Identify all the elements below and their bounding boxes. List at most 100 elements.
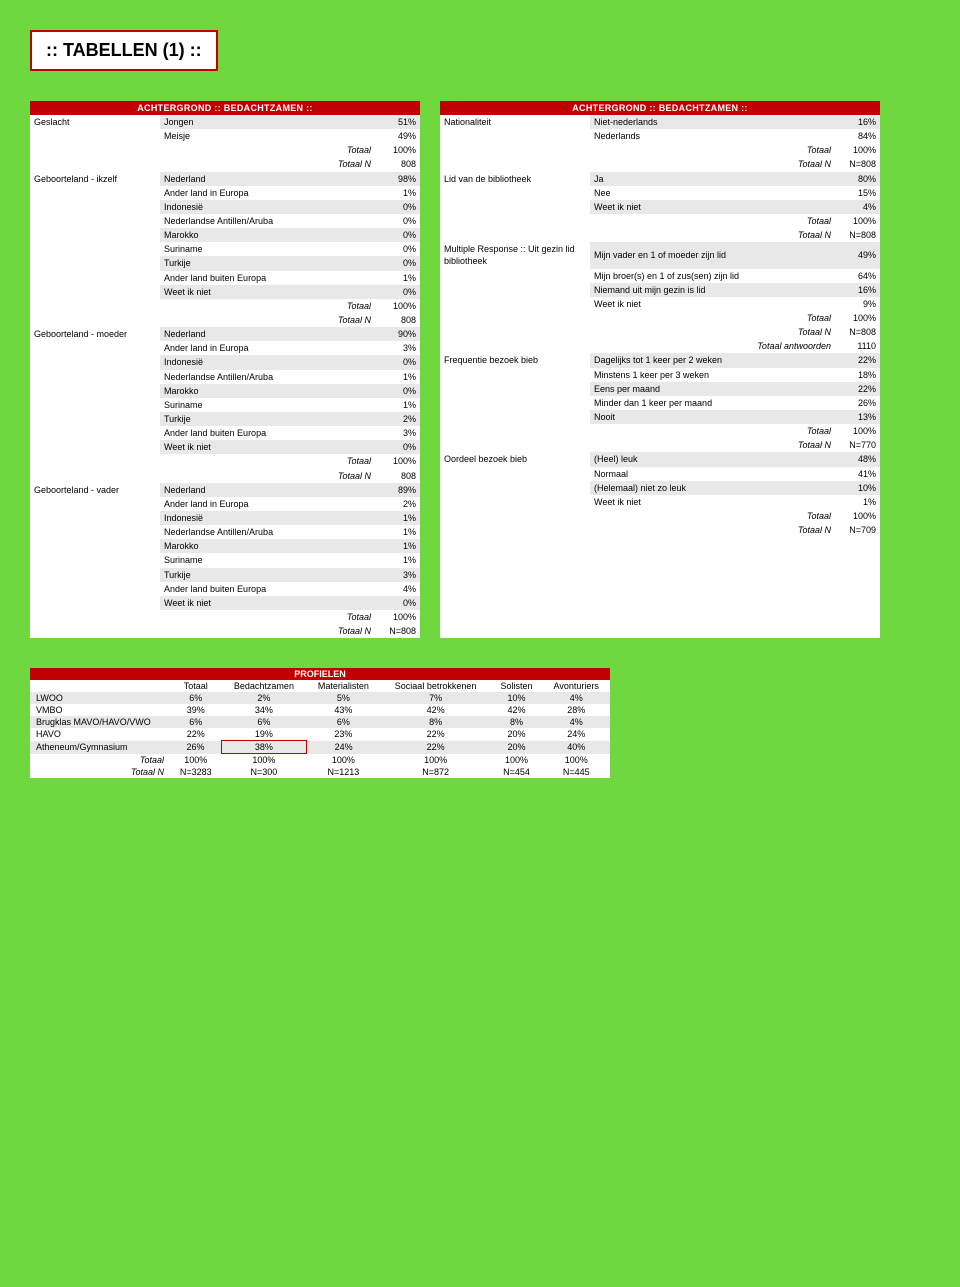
table-row: Ander land in Europa2% bbox=[30, 497, 420, 511]
label-cell: Ander land buiten Europa bbox=[160, 271, 375, 285]
value-cell: 100% bbox=[491, 754, 543, 767]
label-cell: Totaal bbox=[590, 311, 835, 325]
value-cell: N=808 bbox=[375, 624, 420, 638]
value-cell: 10% bbox=[835, 481, 880, 495]
label-cell: Nederland bbox=[160, 483, 375, 497]
row-label: VMBO bbox=[30, 704, 170, 716]
table-row: Turkije0% bbox=[30, 256, 420, 270]
category-cell bbox=[30, 256, 160, 270]
label-cell: Turkije bbox=[160, 412, 375, 426]
table-row: Indonesië0% bbox=[30, 200, 420, 214]
category-cell bbox=[440, 410, 590, 424]
label-cell: Ja bbox=[590, 172, 835, 186]
label-cell: Turkije bbox=[160, 568, 375, 582]
value-cell: 1% bbox=[375, 370, 420, 384]
profielen-col-header: Totaal bbox=[170, 680, 222, 692]
label-cell: Totaal N bbox=[160, 624, 375, 638]
label-cell: Niemand uit mijn gezin is lid bbox=[590, 283, 835, 297]
value-cell: 18% bbox=[835, 368, 880, 382]
value-cell: 23% bbox=[306, 728, 380, 741]
label-cell: Niet-nederlands bbox=[590, 115, 835, 129]
label-cell: Turkije bbox=[160, 256, 375, 270]
label-cell: Weet ik niet bbox=[590, 297, 835, 311]
table-row: Weet ik niet0% bbox=[30, 440, 420, 454]
category-cell bbox=[30, 285, 160, 299]
profielen-col-header: Solisten bbox=[491, 680, 543, 692]
value-cell: 100% bbox=[835, 424, 880, 438]
category-cell bbox=[440, 283, 590, 297]
value-cell: 22% bbox=[170, 728, 222, 741]
table-row: (Helemaal) niet zo leuk10% bbox=[440, 481, 880, 495]
label-cell: Totaal bbox=[160, 610, 375, 624]
value-cell: 4% bbox=[542, 716, 610, 728]
label-cell: Totaal N bbox=[160, 157, 375, 171]
value-cell: 7% bbox=[381, 692, 491, 704]
category-cell bbox=[30, 186, 160, 200]
table-row: Marokko1% bbox=[30, 539, 420, 553]
value-cell: 0% bbox=[375, 228, 420, 242]
label-cell: Totaal N bbox=[160, 469, 375, 483]
category-cell bbox=[30, 370, 160, 384]
page-title: :: TABELLEN (1) :: bbox=[30, 30, 218, 71]
row-label: HAVO bbox=[30, 728, 170, 741]
label-cell: Weet ik niet bbox=[160, 440, 375, 454]
profielen-col-header bbox=[30, 680, 170, 692]
profielen-col-header: Sociaal betrokkenen bbox=[381, 680, 491, 692]
value-cell: 34% bbox=[222, 704, 307, 716]
value-cell: 10% bbox=[491, 692, 543, 704]
label-cell: Nooit bbox=[590, 410, 835, 424]
value-cell: 64% bbox=[835, 269, 880, 283]
table-row: Nederlandse Antillen/Aruba1% bbox=[30, 370, 420, 384]
category-cell bbox=[30, 299, 160, 313]
category-cell bbox=[440, 481, 590, 495]
value-cell: 3% bbox=[375, 426, 420, 440]
value-cell: 16% bbox=[835, 283, 880, 297]
value-cell: 51% bbox=[375, 115, 420, 129]
category-cell bbox=[440, 495, 590, 509]
category-cell bbox=[440, 200, 590, 214]
value-cell: 49% bbox=[835, 242, 880, 268]
category-cell: Geboorteland - ikzelf bbox=[30, 172, 160, 186]
value-cell: 20% bbox=[491, 741, 543, 754]
value-cell: 22% bbox=[381, 741, 491, 754]
category-cell bbox=[30, 214, 160, 228]
value-cell: 43% bbox=[306, 704, 380, 716]
table-row: Ander land in Europa1% bbox=[30, 186, 420, 200]
value-cell: 100% bbox=[170, 754, 222, 767]
label-cell: Totaal bbox=[590, 424, 835, 438]
value-cell: 4% bbox=[375, 582, 420, 596]
value-cell: 6% bbox=[170, 716, 222, 728]
value-cell: N=808 bbox=[835, 228, 880, 242]
value-cell: 8% bbox=[381, 716, 491, 728]
label-cell: Nederlandse Antillen/Aruba bbox=[160, 525, 375, 539]
table-row: Frequentie bezoek biebDagelijks tot 1 ke… bbox=[440, 353, 880, 367]
label-cell: Nederlands bbox=[590, 129, 835, 143]
label-cell: Totaal bbox=[160, 143, 375, 157]
table-row: VMBO39%34%43%42%42%28% bbox=[30, 704, 610, 716]
value-cell: 6% bbox=[222, 716, 307, 728]
profielen-table: PROFIELEN TotaalBedachtzamenMaterialiste… bbox=[30, 668, 610, 778]
value-cell: 20% bbox=[491, 728, 543, 741]
category-cell bbox=[440, 368, 590, 382]
profielen-block: PROFIELEN TotaalBedachtzamenMaterialiste… bbox=[30, 668, 610, 778]
category-cell bbox=[440, 297, 590, 311]
category-cell: Multiple Response :: Uit gezin lid bibli… bbox=[440, 242, 590, 268]
category-cell bbox=[440, 129, 590, 143]
label-cell: Ander land in Europa bbox=[160, 497, 375, 511]
label-cell: Meisje bbox=[160, 129, 375, 143]
value-cell: 1110 bbox=[835, 339, 880, 353]
value-cell: 100% bbox=[835, 311, 880, 325]
category-cell bbox=[30, 271, 160, 285]
table-row: Nederlands84% bbox=[440, 129, 880, 143]
value-cell: 19% bbox=[222, 728, 307, 741]
label-cell: Weet ik niet bbox=[590, 495, 835, 509]
value-cell: 13% bbox=[835, 410, 880, 424]
table-row: Ander land in Europa3% bbox=[30, 341, 420, 355]
category-cell bbox=[30, 129, 160, 143]
label-cell: Indonesië bbox=[160, 355, 375, 369]
value-cell: N=709 bbox=[835, 523, 880, 537]
table-row: Totaal NN=808 bbox=[440, 228, 880, 242]
value-cell: N=808 bbox=[835, 157, 880, 171]
category-cell bbox=[30, 511, 160, 525]
value-cell: N=808 bbox=[835, 325, 880, 339]
